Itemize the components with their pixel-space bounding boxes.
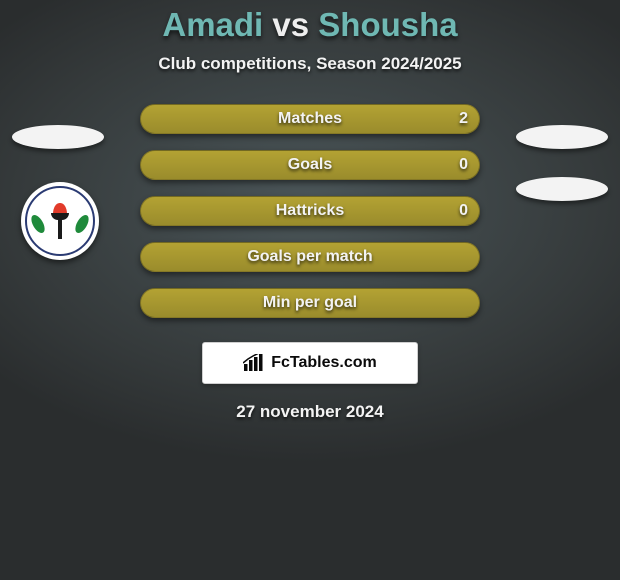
stat-bar: Goals xyxy=(140,150,480,180)
stat-right-value: 2 xyxy=(459,110,468,128)
content-container: Amadi vs Shousha Club competitions, Seas… xyxy=(0,0,620,580)
bar-chart-icon xyxy=(243,354,265,372)
stat-row-gpm: Goals per match xyxy=(70,242,550,272)
attribution-text: FcTables.com xyxy=(271,354,377,372)
stat-label: Matches xyxy=(278,110,342,128)
stat-bar: Matches xyxy=(140,104,480,134)
date-text: 27 november 2024 xyxy=(236,402,383,422)
subtitle: Club competitions, Season 2024/2025 xyxy=(158,54,461,74)
stat-bar: Hattricks xyxy=(140,196,480,226)
attribution-box[interactable]: FcTables.com xyxy=(202,342,418,384)
stat-row-matches: 3 Matches 2 xyxy=(70,104,550,134)
stat-bar: Min per goal xyxy=(140,288,480,318)
stat-row-goals: Goals 0 xyxy=(70,150,550,180)
stats-block: 3 Matches 2 Goals 0 Hattricks 0 Goals pe… xyxy=(70,104,550,334)
player2-name: Shousha xyxy=(318,6,457,43)
stat-right-value: 0 xyxy=(459,202,468,220)
page-title: Amadi vs Shousha xyxy=(162,6,457,44)
player1-name: Amadi xyxy=(162,6,263,43)
stat-label: Hattricks xyxy=(276,202,344,220)
stat-bar: Goals per match xyxy=(140,242,480,272)
stat-row-hattricks: Hattricks 0 xyxy=(70,196,550,226)
stat-label: Goals per match xyxy=(247,248,372,266)
vs-text: vs xyxy=(272,6,309,43)
stat-right-value: 0 xyxy=(459,156,468,174)
stat-label: Goals xyxy=(288,156,332,174)
stat-label: Min per goal xyxy=(263,294,357,312)
stat-row-mpg: Min per goal xyxy=(70,288,550,318)
